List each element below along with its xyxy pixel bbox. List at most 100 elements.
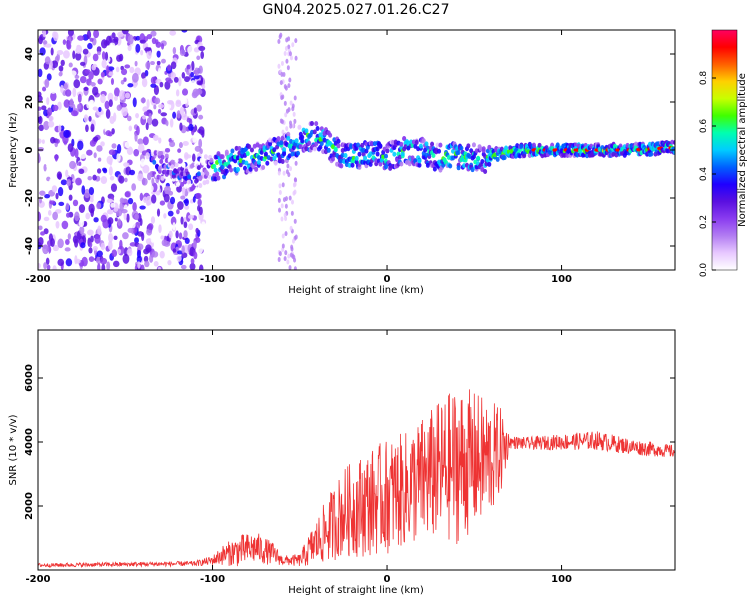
spectral-blob (75, 177, 82, 186)
spectral-blob (194, 178, 199, 184)
spectral-blob (190, 258, 195, 265)
spectral-blob (282, 71, 286, 77)
x-tick-label: -100 (200, 574, 225, 585)
spectral-blob (284, 231, 288, 237)
spectral-blob (57, 186, 64, 197)
spectral-blob (120, 102, 127, 108)
spectral-blob (38, 211, 42, 222)
spectrogram-xlabel: Height of straight line (km) (288, 285, 424, 296)
spectral-blob (157, 108, 162, 114)
spectral-blob (172, 111, 177, 119)
spectral-blob (88, 71, 94, 80)
spectral-blob (108, 71, 114, 77)
spectral-blob (304, 128, 309, 134)
spectral-blob (279, 140, 284, 146)
spectral-blob (150, 30, 157, 37)
spectral-blob (339, 163, 344, 169)
spectral-blob (81, 256, 88, 267)
spectral-blob (289, 252, 293, 258)
spectral-blob (55, 138, 60, 144)
spectral-blob (140, 97, 146, 104)
spectral-blob (46, 264, 51, 270)
spectral-blob (100, 257, 108, 265)
spectral-blob (110, 183, 118, 192)
spectral-blob (97, 51, 101, 56)
spectral-blob (504, 145, 509, 151)
spectral-blob (96, 46, 102, 53)
spectral-blob (127, 227, 134, 233)
spectral-blob (83, 221, 88, 227)
spectral-blob (167, 99, 174, 105)
spectral-blob (50, 91, 57, 102)
spectral-blob (132, 202, 137, 212)
spectral-blob (483, 168, 488, 174)
spectral-blob (43, 120, 50, 131)
spectral-blob (55, 192, 59, 200)
spectral-blob (287, 83, 291, 89)
spectral-blob (159, 150, 164, 156)
spectral-blob (196, 80, 203, 86)
spectral-blob (76, 103, 81, 110)
spectral-blob (522, 153, 527, 159)
spectral-blob (97, 78, 103, 85)
spectral-blob (277, 63, 281, 69)
spectral-blob (289, 225, 293, 231)
spectral-blob (104, 100, 110, 110)
spectral-blob (39, 190, 46, 196)
spectral-blob (50, 47, 54, 56)
spectral-blob (57, 238, 64, 249)
spectral-blob (188, 118, 193, 126)
x-tick-label: -100 (200, 274, 225, 285)
spectral-blob (347, 162, 352, 168)
spectral-blob (77, 140, 84, 151)
spectral-blob (141, 72, 146, 79)
spectral-blob (224, 168, 229, 174)
spectral-blob (93, 217, 99, 223)
spectral-blob (144, 47, 151, 52)
spectral-blob (277, 197, 281, 203)
spectral-blob (88, 115, 92, 122)
spectral-blob (137, 231, 144, 237)
spectral-blob (124, 92, 131, 99)
spectral-blob (139, 192, 144, 201)
spectral-blob (112, 260, 120, 268)
spectral-blob (66, 39, 71, 49)
spectral-blob (178, 232, 183, 240)
spectral-blob (100, 93, 106, 104)
spectral-blob (58, 124, 62, 133)
colorbar-bar (711, 29, 738, 271)
spectral-blob (181, 88, 189, 96)
spectral-blob (90, 235, 94, 243)
spectral-blob (430, 141, 435, 147)
spectral-blob (180, 216, 184, 225)
spectral-blob (79, 75, 87, 84)
spectral-blob (176, 250, 183, 255)
figure-title: GN04.2025.027.01.26.C27 (263, 2, 450, 18)
spectral-blob (109, 175, 115, 181)
spectral-blob (187, 214, 195, 219)
spectral-blob (167, 210, 174, 217)
spectral-blob (106, 261, 111, 270)
spectral-blob (163, 185, 171, 195)
spectral-blob (86, 30, 92, 40)
spectral-blob (172, 248, 177, 253)
spectral-blob (194, 67, 200, 76)
spectral-blob (293, 266, 297, 270)
spectral-blob (193, 107, 197, 114)
spectral-blob (69, 160, 77, 170)
spectral-blob (487, 144, 492, 150)
spectral-blob (56, 50, 64, 56)
spectral-blob (193, 251, 198, 260)
spectral-blob (180, 181, 185, 187)
spectral-blob (281, 182, 285, 188)
spectral-blob (481, 146, 486, 152)
spectral-blob (40, 231, 46, 236)
spectral-blob (283, 51, 287, 57)
spectral-blob (150, 234, 155, 243)
spectral-blob (233, 158, 238, 164)
spectral-blob (314, 141, 319, 147)
colorbar-tick-label: 0.4 (699, 167, 709, 182)
spectral-blob (456, 165, 461, 171)
